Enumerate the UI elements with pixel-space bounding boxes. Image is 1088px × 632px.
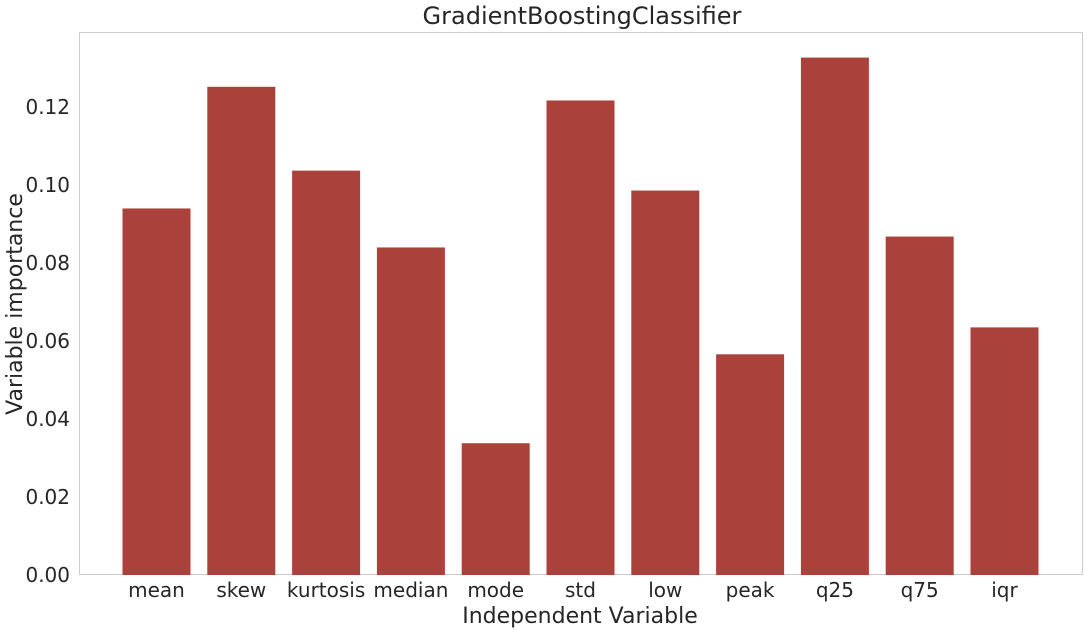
x-tick-label: mean — [128, 578, 185, 602]
y-tick-label: 0.04 — [25, 407, 70, 431]
bar-mean — [122, 208, 191, 575]
bar-median — [376, 247, 445, 575]
bar-peak — [716, 354, 785, 575]
y-tick-label: 0.12 — [25, 95, 70, 119]
y-axis-label: Variable importance — [3, 193, 28, 415]
x-tick-labels: mean skew kurtosis median mode std low peak q25 q… — [128, 578, 1018, 602]
bar-q25 — [800, 57, 869, 575]
x-tick-label: q75 — [901, 578, 939, 602]
bar-kurtosis — [292, 170, 361, 576]
x-axis-label: Independent Variable — [462, 604, 698, 629]
bar-mode — [461, 443, 530, 575]
x-tick-label: skew — [216, 578, 266, 602]
y-tick-label: 0.10 — [25, 173, 70, 197]
x-tick-label: iqr — [991, 578, 1018, 602]
bars-group — [122, 57, 1039, 576]
x-tick-label: q25 — [816, 578, 854, 602]
y-tick-label: 0.08 — [25, 251, 70, 275]
bar-iqr — [970, 327, 1039, 575]
bar-skew — [207, 86, 276, 576]
y-tick-label: 0.06 — [25, 329, 70, 353]
x-tick-label: median — [373, 578, 448, 602]
chart-title: GradientBoostingClassifier — [423, 2, 742, 30]
bar-std — [546, 100, 615, 576]
x-tick-label: kurtosis — [287, 578, 365, 602]
y-tick-label: 0.00 — [25, 563, 70, 587]
x-tick-label: peak — [726, 578, 775, 602]
x-tick-label: low — [648, 578, 682, 602]
bar-low — [631, 190, 700, 575]
bar-q75 — [885, 236, 954, 575]
y-tick-label: 0.02 — [25, 485, 70, 509]
x-tick-label: mode — [467, 578, 524, 602]
x-tick-label: std — [565, 578, 596, 602]
y-tick-labels: 0.00 0.02 0.04 0.06 0.08 0.10 0.12 — [25, 95, 70, 587]
